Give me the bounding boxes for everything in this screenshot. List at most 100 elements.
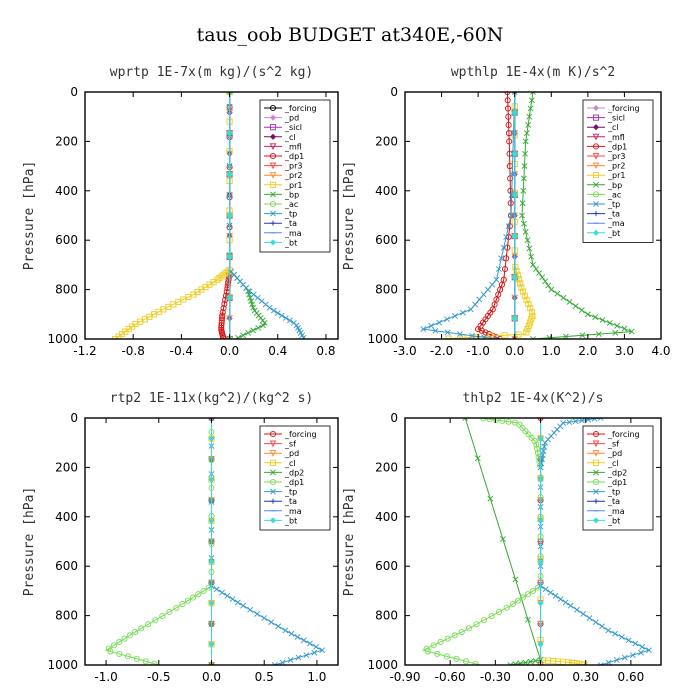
legend: _forcing_sf_pd_cl_dp2_dp1_tp_ta_ma_bt xyxy=(259,425,331,531)
series-point xyxy=(612,329,619,336)
series-point xyxy=(597,418,604,421)
series-point xyxy=(599,317,606,323)
legend-marker xyxy=(593,488,599,495)
legend-marker xyxy=(269,104,277,112)
legend-marker xyxy=(592,152,600,160)
series-point xyxy=(562,333,569,339)
y-axis-label: Pressure [hPa] xyxy=(22,161,37,271)
series-point xyxy=(306,640,313,647)
series-point xyxy=(226,253,233,260)
series-point xyxy=(519,200,526,207)
series-point xyxy=(612,630,618,637)
series-point xyxy=(525,300,532,308)
legend-marker xyxy=(592,450,600,457)
legend-entry: _forcing xyxy=(607,104,640,113)
series-point xyxy=(628,328,635,335)
y-axis-label: Pressure [hPa] xyxy=(342,161,357,271)
legend-marker xyxy=(592,124,600,131)
legend: _forcing_sicl_cl_mfl_dp1_pr3_pr2_pr1_bp_… xyxy=(582,99,654,243)
series-point xyxy=(505,418,512,425)
series-point xyxy=(536,270,543,277)
legend-entry: _mfl xyxy=(607,133,625,142)
legend-marker xyxy=(592,229,600,236)
series-point xyxy=(469,332,475,339)
series-point xyxy=(121,635,128,642)
y-axis-label: Pressure [hPa] xyxy=(342,487,357,597)
series-point xyxy=(532,657,539,664)
series-point xyxy=(313,643,319,650)
x-tick-label: 4.0 xyxy=(651,344,670,358)
series-point xyxy=(525,616,531,623)
y-tick-label: 0 xyxy=(390,85,398,99)
series-point xyxy=(472,301,479,308)
series-point xyxy=(592,619,599,626)
x-tick-label: -0.4 xyxy=(170,344,193,358)
series-point xyxy=(525,322,532,329)
x-tick-label: 1.0 xyxy=(307,670,326,684)
series-point xyxy=(219,589,225,596)
series-point xyxy=(605,627,612,634)
series-point xyxy=(522,150,528,157)
series-point xyxy=(493,336,500,339)
series-point xyxy=(505,223,512,230)
series-point xyxy=(520,220,527,227)
legend-entry: _pr1 xyxy=(284,181,302,190)
y-tick-label: 400 xyxy=(55,510,78,524)
legend-entry: _bt xyxy=(607,516,620,525)
legend-entry: _pr3 xyxy=(284,162,302,171)
series-point xyxy=(159,612,166,620)
series-point xyxy=(116,650,123,657)
series-point xyxy=(579,418,585,424)
series-point xyxy=(519,594,527,601)
legend-entry: _bt xyxy=(284,238,297,247)
x-tick-label: -0.90 xyxy=(389,670,420,684)
series-point xyxy=(524,237,531,244)
series-point xyxy=(476,296,483,303)
series-point xyxy=(533,266,539,272)
legend-entry: _bp xyxy=(607,181,622,190)
legend-marker xyxy=(269,114,277,121)
series-point xyxy=(434,650,441,657)
series-point xyxy=(507,662,514,665)
legend-entry: _ta xyxy=(284,497,297,506)
legend-entry: _pr1 xyxy=(607,171,625,180)
series-point xyxy=(229,596,236,603)
y-tick-label: 200 xyxy=(375,134,398,148)
series-point xyxy=(527,305,534,312)
series-point xyxy=(254,611,261,617)
y-tick-label: 0 xyxy=(70,411,78,425)
legend-entry: _pd xyxy=(284,449,299,458)
series-point xyxy=(444,329,451,336)
y-tick-label: 800 xyxy=(55,283,78,297)
legend-marker xyxy=(270,498,276,504)
x-tick-label: -1.2 xyxy=(73,344,96,358)
legend-entry: _dp1 xyxy=(607,142,627,151)
series-point xyxy=(580,611,587,617)
series-point xyxy=(462,418,469,421)
series-point xyxy=(521,292,528,299)
series-point xyxy=(495,266,502,272)
series-point xyxy=(226,294,233,301)
panels: wprtp 1E-7x(m kg)/(s^2 kg) Pressure [hPa]… xyxy=(22,65,671,684)
series-point xyxy=(520,187,527,194)
series-point xyxy=(511,109,518,116)
series-point xyxy=(492,418,500,424)
series-point xyxy=(424,648,431,655)
legend-marker xyxy=(593,498,599,504)
x-tick-label: 2.0 xyxy=(578,344,597,358)
legend-marker xyxy=(270,469,276,476)
series-line-dp2 xyxy=(464,418,542,665)
series-point xyxy=(585,418,592,423)
legend-entry: _bt xyxy=(284,516,297,525)
x-tick-label: 0.0 xyxy=(202,670,221,684)
series-point xyxy=(597,662,604,665)
legend-marker xyxy=(270,488,276,495)
series-point xyxy=(539,274,546,281)
series-point xyxy=(428,322,435,329)
x-tick-label: 0.0 xyxy=(220,344,239,358)
series-point xyxy=(528,253,535,260)
series-point xyxy=(503,233,510,240)
y-tick-label: 600 xyxy=(55,233,78,247)
y-tick-label: 0 xyxy=(70,85,78,99)
